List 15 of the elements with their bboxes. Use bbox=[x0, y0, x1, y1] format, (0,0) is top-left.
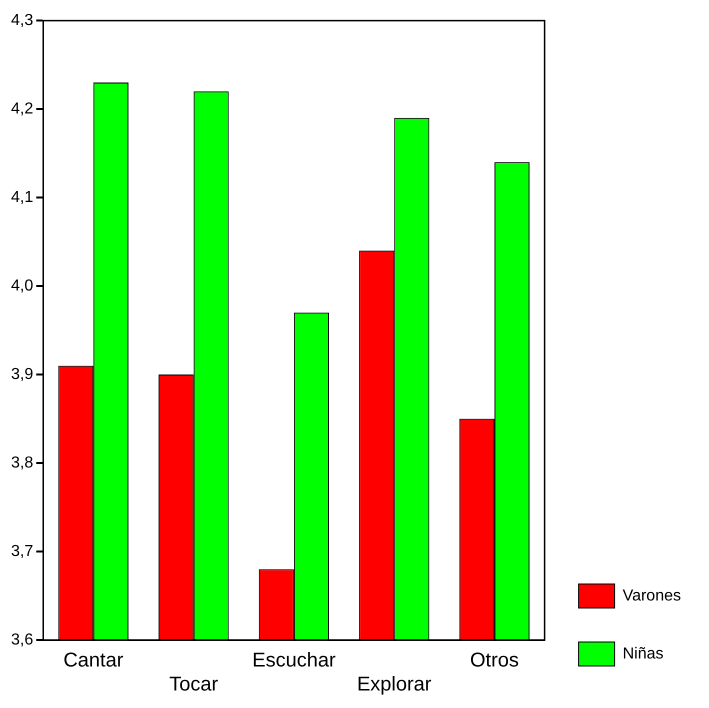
y-tick-label: 3,8 bbox=[10, 454, 34, 472]
x-tick-label: Otros bbox=[470, 650, 519, 672]
legend-label: Varones bbox=[622, 587, 681, 604]
y-tick-label: 4,3 bbox=[10, 12, 34, 30]
x-tick-label: Tocar bbox=[169, 674, 218, 696]
legend-label: Niñas bbox=[622, 645, 664, 662]
y-tick-label: 4,0 bbox=[10, 277, 34, 294]
y-tick-label: 3,7 bbox=[10, 542, 34, 560]
y-tick-label: 3,6 bbox=[10, 631, 34, 648]
y-tick-label: 4,2 bbox=[10, 100, 34, 118]
x-tick-label: Explorar bbox=[356, 674, 432, 696]
y-tick-label: 4,1 bbox=[10, 188, 34, 206]
x-tick-label: Escuchar bbox=[252, 650, 336, 672]
y-tick-label: 3,9 bbox=[10, 366, 34, 383]
x-tick-label: Cantar bbox=[63, 650, 124, 672]
